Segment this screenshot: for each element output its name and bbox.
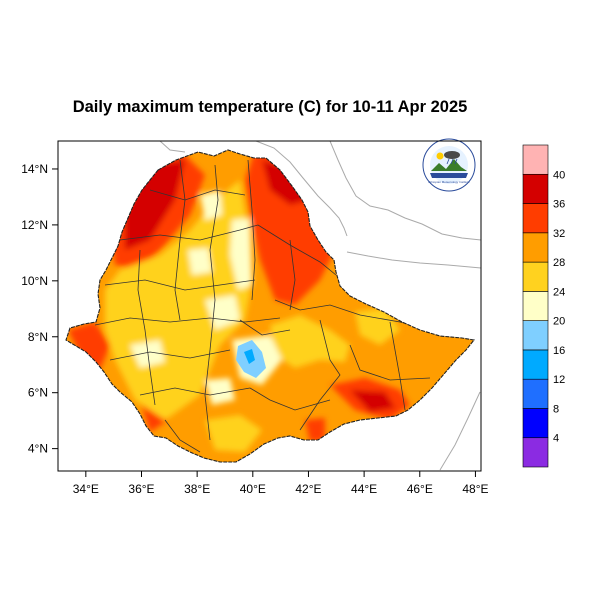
field-hot-south: [305, 418, 325, 442]
colorbar-label: 12: [553, 374, 565, 386]
x-tick-label: 36°E: [128, 482, 154, 496]
colorbar-swatch: [522, 232, 549, 263]
field-hottest-northwest: [125, 160, 185, 250]
colorbar-swatch: [522, 203, 549, 234]
colorbar-swatch: [522, 144, 549, 175]
field-cool-central: [205, 295, 240, 330]
field-cool-central-north: [230, 218, 252, 290]
map-plot-area: Ethiopian Meteorology Institute: [57, 138, 482, 472]
field-cool-north: [200, 190, 222, 220]
x-tick-label: 44°E: [351, 482, 377, 496]
colorbar-label: 16: [553, 345, 565, 357]
colorbar-label: 36: [553, 199, 565, 211]
logo-caption: Ethiopian Meteorology Institute: [428, 180, 470, 184]
map-title: Daily maximum temperature (C) for 10-11 …: [73, 98, 468, 116]
field-cool-south: [205, 378, 235, 405]
yemen-coast: [329, 141, 481, 241]
map-frame: [57, 140, 482, 472]
ethiopia-outline: [65, 149, 476, 463]
colorbar: 4 8 12 16 20 24 28 32 36 40: [522, 144, 565, 468]
colorbar-swatch: [522, 349, 549, 380]
colorbar-swatch: [522, 320, 549, 351]
neighbor-borders: [159, 141, 481, 471]
field-hottest-southeast: [350, 390, 395, 412]
y-tick-label: 14°N: [21, 162, 48, 176]
field-ogaden-yellow: [355, 308, 400, 345]
colorbar-swatch: [522, 437, 549, 468]
field-coldest-bale: [244, 349, 255, 364]
colorbar-label: 20: [553, 316, 565, 328]
colorbar-label: 28: [553, 257, 565, 269]
field-south-yellow: [205, 415, 262, 452]
x-tick-label: 48°E: [462, 482, 488, 496]
x-tick-label: 46°E: [407, 482, 433, 496]
colorbar-swatch: [522, 173, 549, 204]
x-tick-label: 34°E: [73, 482, 99, 496]
x-tick-label: 38°E: [184, 482, 210, 496]
y-axis: 4°N 6°N 8°N 10°N 12°N 14°N: [21, 162, 58, 456]
field-hot-west: [68, 322, 110, 370]
y-tick-label: 12°N: [21, 218, 48, 232]
sudan-border-top: [159, 141, 186, 153]
x-tick-label: 42°E: [295, 482, 321, 496]
colorbar-swatch: [522, 291, 549, 321]
y-tick-label: 4°N: [28, 442, 48, 456]
y-tick-label: 6°N: [28, 386, 48, 400]
colorbar-label: 40: [553, 169, 565, 181]
x-axis: 34°E 36°E 38°E 40°E 42°E 44°E 46°E 48°E: [73, 471, 489, 496]
colorbar-swatch: [522, 378, 549, 409]
red-sea-coast: [255, 141, 348, 237]
field-highlands-east: [270, 315, 350, 368]
region-boundaries: [94, 159, 441, 453]
colorbar-label: 8: [553, 403, 559, 415]
y-tick-label: 8°N: [28, 330, 48, 344]
x-tick-label: 40°E: [240, 482, 266, 496]
ethiopian-meteorology-institute-logo-icon: Ethiopian Meteorology Institute: [422, 138, 476, 192]
south-neighbor-line: [439, 391, 481, 471]
y-tick-label: 10°N: [21, 274, 48, 288]
colorbar-label: 4: [553, 433, 559, 445]
colorbar-label: 24: [553, 286, 565, 298]
colorbar-swatch: [522, 261, 549, 292]
field-cool-southwest: [130, 340, 165, 368]
field-cool-west-central: [188, 248, 212, 275]
colorbar-label: 32: [553, 228, 565, 240]
colorbar-swatch: [522, 408, 549, 439]
gulf-aden-coast: [346, 251, 481, 269]
